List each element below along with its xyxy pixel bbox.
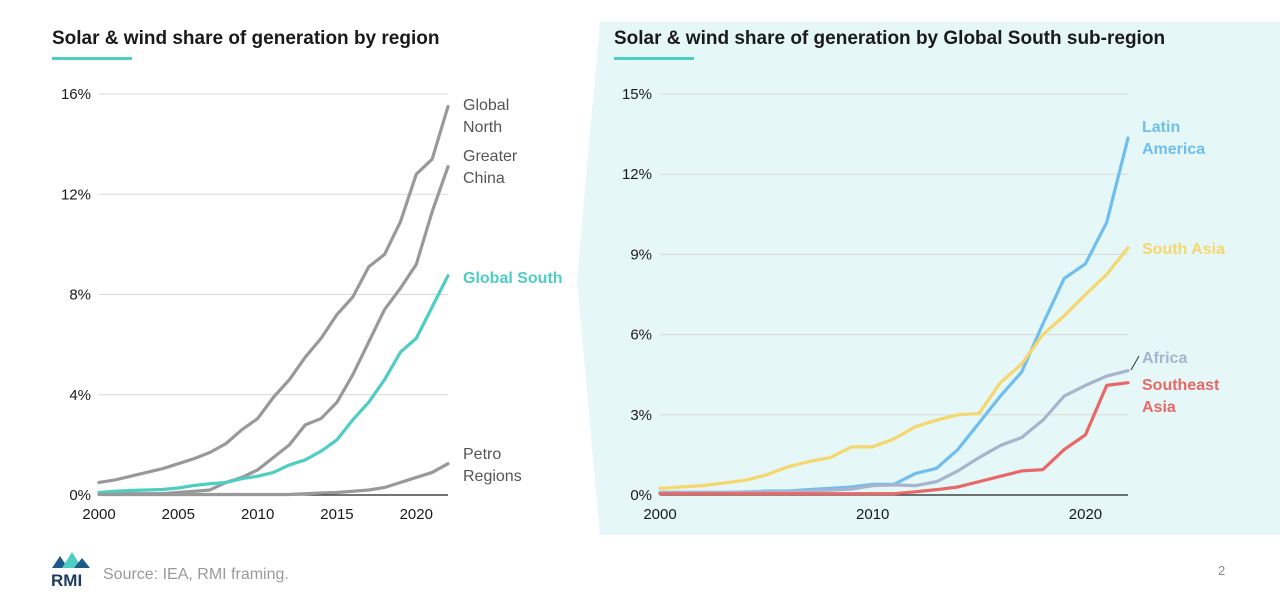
right-y-tick-label: 9% (630, 246, 652, 263)
left-title-underline (52, 57, 132, 60)
right-y-tick-label: 12% (622, 166, 652, 183)
right-x-tick-label: 2000 (643, 506, 676, 523)
series-label-global-south: Global South (463, 270, 563, 287)
series-line-southeast-asia (658, 381, 1130, 496)
series-label-global-north: Global (463, 97, 509, 114)
left-y-tick-label: 16% (61, 86, 91, 103)
left-x-tick-label: 2005 (162, 506, 195, 523)
label-leader-africa (1130, 355, 1140, 371)
series-label-southeast-asia: Asia (1142, 399, 1176, 416)
left-y-tick-label: 12% (61, 186, 91, 203)
series-line-global-north (97, 104, 450, 485)
series-label-greater-china: Greater (463, 148, 518, 165)
series-label-south-asia: South Asia (1142, 241, 1225, 258)
rmi-logo: RMI (51, 552, 90, 588)
series-label-latin-america: Latin (1142, 119, 1180, 136)
right-title-underline (614, 57, 694, 60)
left-y-tick-label: 8% (69, 287, 91, 304)
right-y-tick-label: 6% (630, 327, 652, 344)
right-x-tick-label: 2010 (856, 506, 889, 523)
series-line-south-asia (658, 246, 1130, 490)
source-note: Source: IEA, RMI framing. (103, 566, 289, 583)
series-line-petro-regions (97, 462, 450, 497)
right-y-tick-label: 3% (630, 407, 652, 424)
series-line-africa (658, 369, 1130, 494)
series-label-greater-china: China (463, 170, 505, 187)
right-y-tick-label: 15% (622, 86, 652, 103)
left-chart-title: Solar & wind share of generation by regi… (52, 28, 440, 49)
series-label-global-north: North (463, 119, 502, 136)
right-x-tick-label: 2020 (1069, 506, 1102, 523)
series-line-global-south (97, 274, 450, 495)
left-x-tick-label: 2000 (82, 506, 115, 523)
series-label-petro-regions: Petro (463, 446, 501, 463)
logo-text: RMI (51, 571, 82, 588)
series-label-latin-america: America (1142, 141, 1205, 158)
left-x-tick-label: 2020 (400, 506, 433, 523)
left-y-tick-label: 4% (69, 387, 91, 404)
left-y-tick-label: 0% (69, 487, 91, 504)
right-y-tick-label: 0% (630, 487, 652, 504)
page-number: 2 (1218, 563, 1226, 578)
series-label-africa: Africa (1142, 350, 1187, 367)
left-x-tick-label: 2010 (241, 506, 274, 523)
right-chart-title: Solar & wind share of generation by Glob… (614, 28, 1166, 49)
series-label-petro-regions: Regions (463, 468, 522, 485)
series-label-southeast-asia: Southeast (1142, 377, 1220, 394)
left-x-tick-label: 2015 (320, 506, 353, 523)
